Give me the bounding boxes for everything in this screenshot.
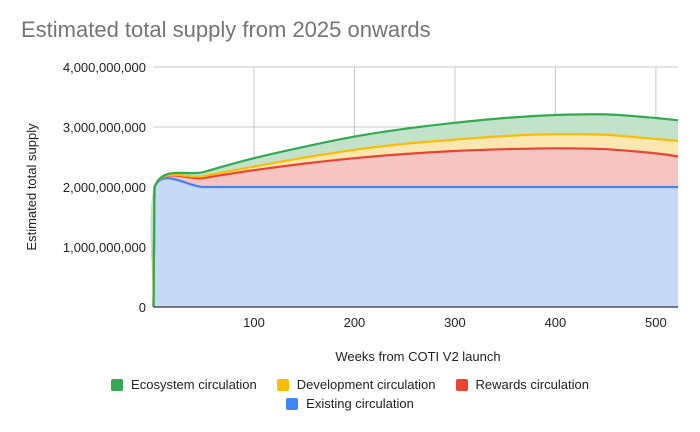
legend-label: Rewards circulation xyxy=(475,377,589,392)
y-tick-label: 4,000,000,000 xyxy=(63,60,146,75)
chart-title: Estimated total supply from 2025 onwards xyxy=(21,17,431,42)
legend-label: Development circulation xyxy=(296,377,436,392)
line-development-circulation xyxy=(152,132,679,308)
legend-item-ecosystem[interactable]: Ecosystem circulation xyxy=(111,377,257,392)
y-tick-label: 2,000,000,000 xyxy=(63,180,146,195)
legend-label: Ecosystem circulation xyxy=(131,377,257,392)
legend-row-2: Existing circulation xyxy=(0,396,700,411)
x-tick-label: 500 xyxy=(645,315,667,330)
area-rewards-circulation xyxy=(150,148,678,307)
area-existing-circulation xyxy=(150,178,678,307)
series-lines xyxy=(152,113,679,308)
axes: 0 1,000,000,000 2,000,000,000 3,000,000,000… xyxy=(63,60,678,330)
legend-swatch xyxy=(455,378,468,391)
legend-swatch xyxy=(286,397,299,410)
area-ecosystem-circulation xyxy=(150,114,678,307)
x-tick-label: 400 xyxy=(545,315,567,330)
legend-swatch xyxy=(111,378,124,391)
line-existing-circulation xyxy=(152,177,679,308)
line-rewards-circulation xyxy=(152,147,679,308)
legend-label: Existing circulation xyxy=(306,396,414,411)
legend-item-rewards[interactable]: Rewards circulation xyxy=(455,377,589,392)
x-axis-label: Weeks from COTI V2 launch xyxy=(335,349,500,364)
areas xyxy=(150,114,678,307)
x-tick-label: 300 xyxy=(444,315,466,330)
x-tick-label: 100 xyxy=(243,315,265,330)
legend-swatch xyxy=(276,378,289,391)
y-tick-label: 3,000,000,000 xyxy=(63,120,146,135)
x-tick-label: 200 xyxy=(344,315,366,330)
y-tick-label: 0 xyxy=(139,300,146,315)
legend-row-1: Ecosystem circulation Development circul… xyxy=(0,377,700,392)
legend-item-development[interactable]: Development circulation xyxy=(276,377,436,392)
y-tick-label: 1,000,000,000 xyxy=(63,240,146,255)
y-axis-label: Estimated total supply xyxy=(24,123,39,251)
line-ecosystem-circulation xyxy=(152,113,679,308)
legend-item-existing[interactable]: Existing circulation xyxy=(286,396,414,411)
